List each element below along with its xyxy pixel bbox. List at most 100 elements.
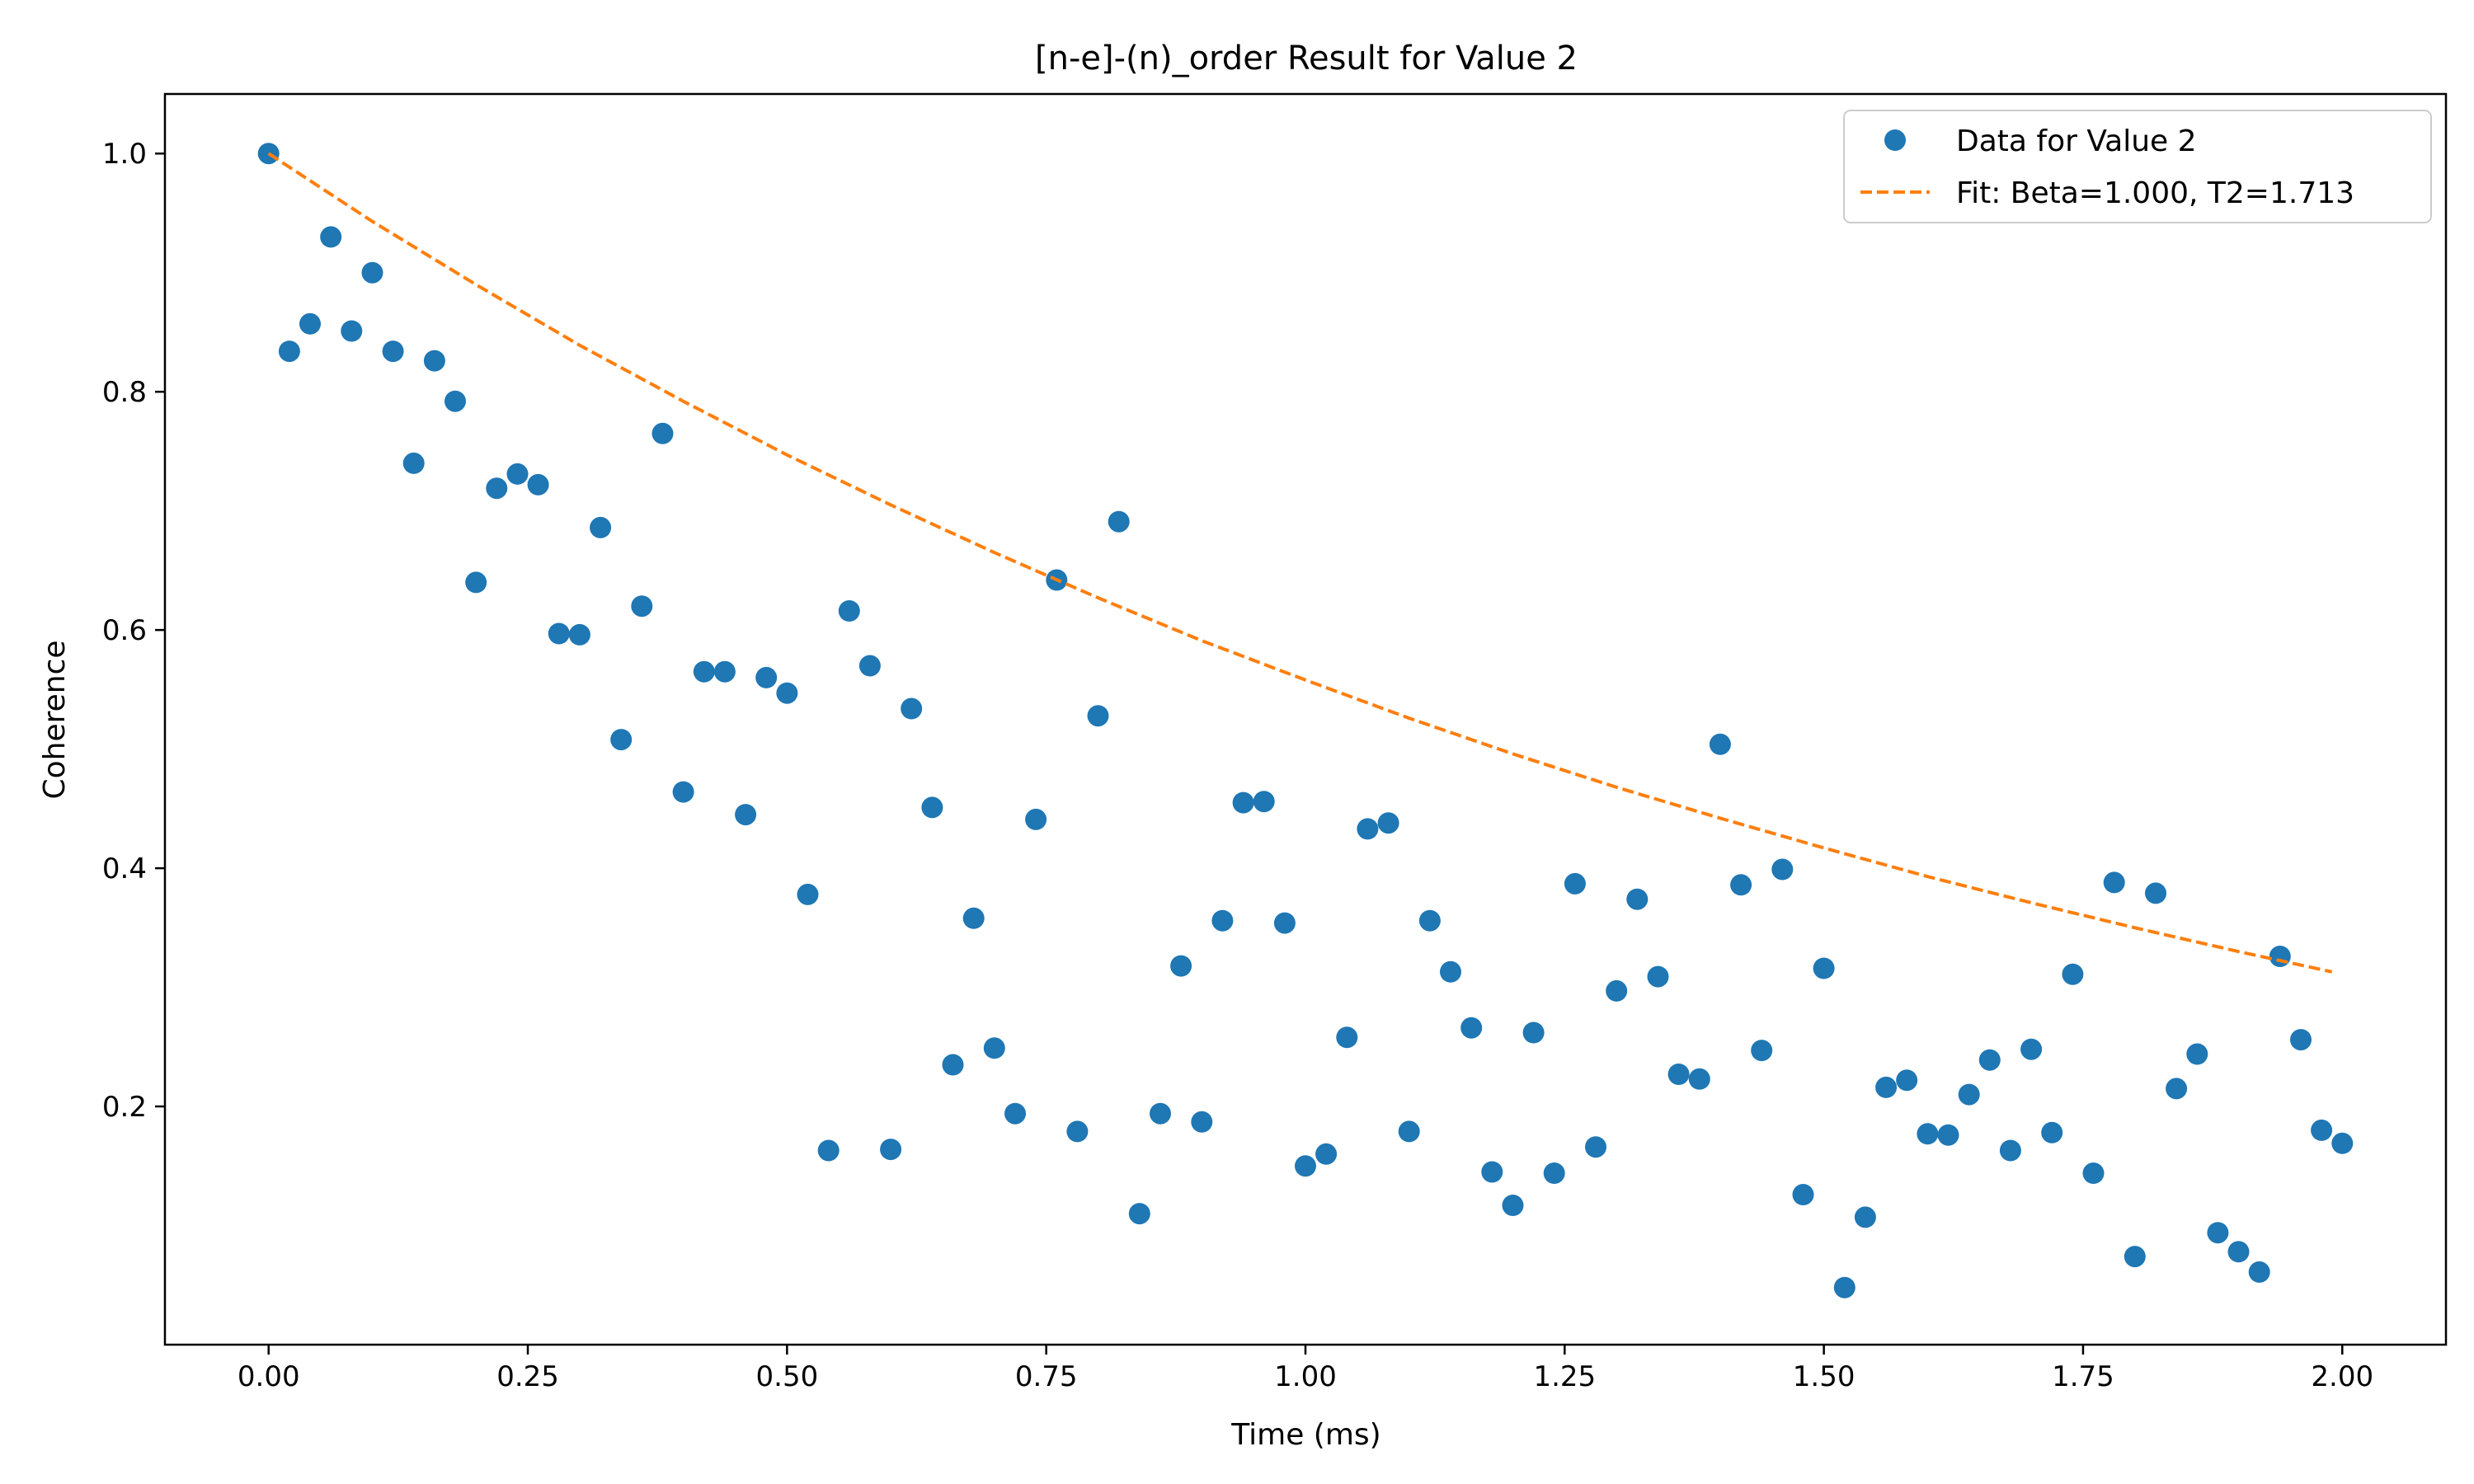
data-point — [548, 622, 570, 645]
y-tick-label: 0.2 — [102, 1091, 147, 1124]
data-point — [2186, 1043, 2208, 1065]
data-point — [901, 697, 923, 720]
data-point — [858, 655, 881, 677]
data-point — [2041, 1121, 2063, 1144]
y-axis-label: Coherence — [38, 640, 72, 799]
data-point — [1647, 965, 1669, 988]
legend: Data for Value 2 Fit: Beta=1.000, T2=1.7… — [1843, 110, 2432, 223]
data-point — [1481, 1161, 1503, 1183]
data-point — [1253, 791, 1275, 813]
data-point — [1460, 1017, 1483, 1039]
data-point — [1751, 1040, 1773, 1062]
x-axis-ticks: 0.00 0.25 0.50 0.75 1.00 1.25 1.50 1.75 2.00 — [238, 1345, 2373, 1393]
x-tick-label: 0.25 — [496, 1360, 559, 1393]
data-point — [1585, 1136, 1606, 1158]
data-marks — [257, 143, 2354, 1298]
data-point — [527, 473, 549, 495]
fit-line — [267, 152, 2333, 974]
data-point — [1211, 909, 1234, 932]
data-point — [962, 907, 985, 929]
data-point — [1667, 1064, 1690, 1085]
x-tick-label: 0.00 — [238, 1360, 300, 1393]
x-tick-label: 1.50 — [1793, 1360, 1856, 1393]
data-point — [713, 660, 736, 683]
data-point — [465, 571, 487, 594]
data-point — [402, 452, 425, 474]
data-point — [1606, 979, 1628, 1002]
data-point — [2103, 871, 2125, 894]
data-point — [1709, 733, 1731, 755]
data-point — [880, 1139, 902, 1161]
data-point — [1522, 1021, 1545, 1044]
data-point — [1336, 1026, 1358, 1049]
x-tick-label: 2.00 — [2311, 1360, 2373, 1393]
data-point — [1191, 1111, 1213, 1133]
data-point — [1978, 1049, 2001, 1071]
y-tick-label: 1.0 — [102, 138, 147, 171]
data-point — [2311, 1119, 2333, 1141]
data-point — [590, 516, 612, 538]
data-point — [1958, 1083, 1980, 1106]
x-tick-label: 0.50 — [756, 1360, 819, 1393]
data-point — [2082, 1162, 2105, 1184]
data-point — [299, 312, 321, 335]
legend-label-fit: Fit: Beta=1.000, T2=1.713 — [1956, 176, 2354, 210]
data-point — [797, 883, 819, 905]
chart-title: [n-e]-(n)_order Result for Value 2 — [1035, 40, 1578, 77]
x-tick-label: 1.25 — [1533, 1360, 1596, 1393]
plot-area — [163, 92, 2448, 1346]
data-point — [1854, 1206, 1876, 1228]
y-tick-label: 0.4 — [102, 852, 147, 885]
x-tick-label: 0.75 — [1015, 1360, 1078, 1393]
data-point — [1315, 1143, 1338, 1165]
data-point — [2166, 1078, 2188, 1100]
data-point — [1025, 808, 1047, 830]
data-point — [1937, 1124, 1959, 1146]
data-point — [568, 623, 590, 646]
data-point — [1232, 791, 1254, 814]
data-point — [1108, 510, 1130, 533]
data-point — [1273, 912, 1296, 934]
data-point — [1398, 1120, 1420, 1143]
data-point — [1917, 1123, 1939, 1145]
data-point — [672, 781, 694, 803]
data-point — [942, 1054, 964, 1076]
data-point — [1087, 705, 1109, 727]
x-tick-label: 1.75 — [2052, 1360, 2114, 1393]
data-point — [651, 422, 674, 444]
data-point — [278, 340, 300, 363]
data-point — [1128, 1203, 1150, 1225]
data-point — [423, 350, 445, 372]
data-point — [1543, 1162, 1565, 1184]
data-point — [1730, 874, 1752, 896]
data-point — [776, 682, 798, 704]
data-point — [1771, 858, 1794, 881]
data-point — [2227, 1241, 2250, 1263]
data-point — [1792, 1184, 1814, 1205]
data-point — [631, 595, 653, 618]
data-point — [361, 261, 383, 284]
data-point — [1066, 1120, 1089, 1143]
legend-marker-data — [1884, 129, 1906, 151]
data-point — [320, 226, 342, 248]
data-point — [1833, 1276, 1856, 1298]
data-point — [1418, 909, 1441, 932]
y-tick-label: 0.6 — [102, 614, 147, 647]
legend-box — [1843, 110, 2432, 223]
data-point — [735, 804, 757, 826]
data-point — [1626, 888, 1649, 910]
data-point — [2207, 1222, 2229, 1244]
data-point — [1875, 1076, 1898, 1098]
data-point — [838, 600, 860, 622]
data-point — [2331, 1132, 2354, 1154]
data-point — [506, 463, 529, 485]
legend-label-data: Data for Value 2 — [1956, 124, 2197, 158]
data-point — [2290, 1029, 2312, 1051]
data-point — [1999, 1139, 2021, 1162]
data-point — [1295, 1155, 1316, 1177]
data-point — [2248, 1261, 2270, 1283]
data-point — [444, 390, 466, 412]
data-point — [1357, 818, 1379, 840]
data-point — [755, 666, 778, 688]
